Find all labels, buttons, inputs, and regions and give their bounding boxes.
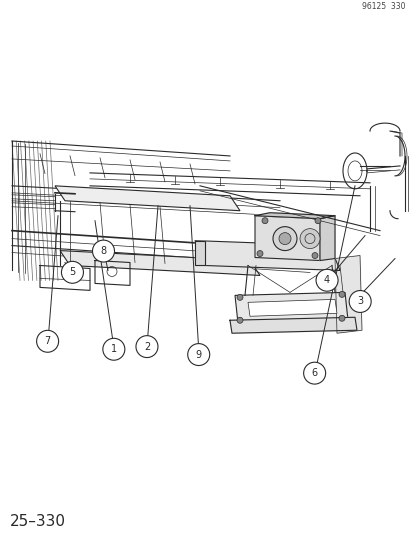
Polygon shape	[230, 317, 356, 333]
Polygon shape	[254, 216, 319, 261]
Polygon shape	[334, 255, 361, 333]
Text: 5: 5	[69, 267, 76, 277]
Polygon shape	[60, 251, 259, 276]
Text: 6: 6	[311, 368, 317, 378]
Text: 9: 9	[195, 350, 201, 360]
Circle shape	[187, 344, 209, 366]
Circle shape	[278, 232, 290, 245]
Polygon shape	[235, 293, 347, 323]
Polygon shape	[254, 213, 334, 219]
Circle shape	[311, 253, 317, 259]
Circle shape	[92, 240, 114, 262]
Circle shape	[236, 294, 242, 301]
Circle shape	[315, 269, 337, 291]
Polygon shape	[319, 216, 334, 261]
Circle shape	[102, 338, 125, 360]
Polygon shape	[195, 240, 204, 265]
Text: 7: 7	[44, 336, 51, 346]
Text: 1: 1	[111, 344, 116, 354]
Circle shape	[256, 251, 262, 256]
Polygon shape	[195, 240, 339, 270]
Text: 96125  330: 96125 330	[361, 2, 405, 11]
Circle shape	[135, 336, 158, 358]
Text: 25–330: 25–330	[10, 514, 66, 529]
Circle shape	[348, 290, 370, 312]
Circle shape	[36, 330, 59, 352]
Text: 8: 8	[100, 246, 106, 256]
Circle shape	[236, 317, 242, 323]
Circle shape	[299, 229, 319, 248]
Polygon shape	[55, 186, 240, 211]
Text: 2: 2	[143, 342, 150, 352]
Circle shape	[61, 261, 83, 283]
Circle shape	[272, 227, 296, 251]
Circle shape	[261, 217, 267, 224]
Circle shape	[338, 292, 344, 297]
Text: 3: 3	[356, 296, 362, 306]
Circle shape	[303, 362, 325, 384]
Circle shape	[314, 217, 320, 224]
Circle shape	[338, 316, 344, 321]
Text: 4: 4	[323, 275, 329, 285]
Polygon shape	[247, 300, 336, 316]
